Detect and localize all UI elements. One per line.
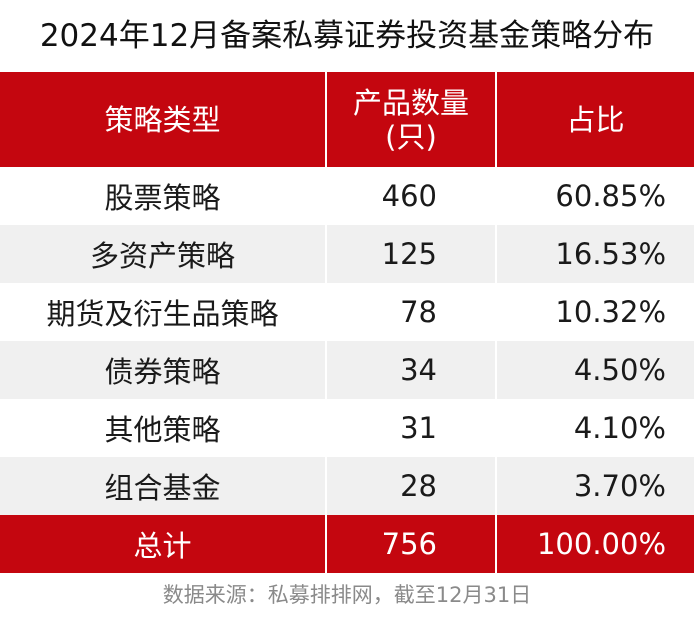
chart-title: 2024年12月备案私募证券投资基金策略分布 bbox=[39, 18, 655, 54]
table-row: 股票策略 460 60.85% bbox=[0, 167, 694, 225]
header-strategy-type: 策略类型 bbox=[0, 72, 327, 167]
product-count: 28 bbox=[326, 457, 497, 515]
strategy-name: 组合基金 bbox=[0, 457, 327, 515]
total-row: 总计 756 100.00% bbox=[0, 515, 694, 573]
header-product-count: 产品数量 (只) bbox=[326, 72, 497, 167]
header-product-count-unit: (只) bbox=[385, 119, 437, 154]
strategy-name: 多资产策略 bbox=[0, 225, 327, 283]
strategy-table: 策略类型 产品数量 (只) 占比 股票策略 460 60.85% 多资产策略 1… bbox=[0, 72, 694, 573]
table-row: 期货及衍生品策略 78 10.32% bbox=[0, 283, 694, 341]
product-count: 460 bbox=[326, 167, 497, 225]
total-share: 100.00% bbox=[536, 527, 666, 561]
share-percent: 16.53% bbox=[555, 237, 666, 271]
total-label: 总计 bbox=[0, 515, 327, 573]
strategy-name: 期货及衍生品策略 bbox=[0, 283, 327, 341]
share-percent: 3.70% bbox=[573, 469, 666, 503]
strategy-name: 其他策略 bbox=[0, 399, 327, 457]
product-count: 125 bbox=[326, 225, 497, 283]
share-percent: 4.10% bbox=[573, 411, 666, 445]
strategy-name: 债券策略 bbox=[0, 341, 327, 399]
table-row: 其他策略 31 4.10% bbox=[0, 399, 694, 457]
table-row: 债券策略 34 4.50% bbox=[0, 341, 694, 399]
data-source-note: 数据来源：私募排排网，截至12月31日 bbox=[162, 583, 532, 607]
product-count: 34 bbox=[326, 341, 497, 399]
strategy-name: 股票策略 bbox=[0, 167, 327, 225]
header-share: 占比 bbox=[566, 102, 625, 137]
total-count: 756 bbox=[326, 515, 497, 573]
table-row: 多资产策略 125 16.53% bbox=[0, 225, 694, 283]
share-percent: 60.85% bbox=[555, 179, 666, 213]
share-percent: 10.32% bbox=[555, 295, 666, 329]
product-count: 31 bbox=[326, 399, 497, 457]
share-percent: 4.50% bbox=[573, 353, 666, 387]
table-header-row: 策略类型 产品数量 (只) 占比 bbox=[0, 72, 694, 167]
product-count: 78 bbox=[326, 283, 497, 341]
header-product-count-label: 产品数量 bbox=[352, 85, 469, 120]
table-row: 组合基金 28 3.70% bbox=[0, 457, 694, 515]
